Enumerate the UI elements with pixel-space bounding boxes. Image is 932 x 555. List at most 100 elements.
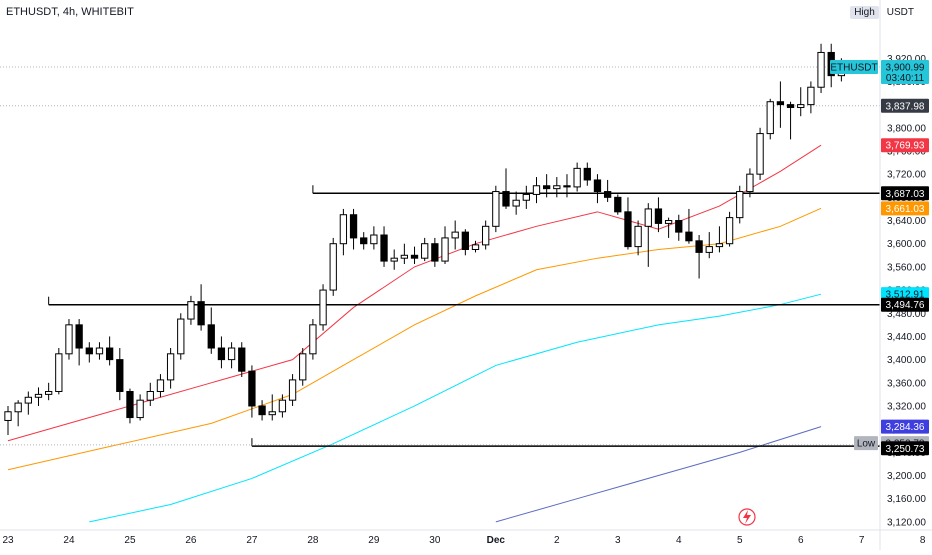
candle [268, 394, 276, 421]
bullish-candle-body [370, 234, 378, 245]
top-right-badges: High USDT [850, 6, 918, 19]
candle [502, 168, 510, 209]
candle [166, 348, 175, 389]
candle [786, 101, 795, 140]
price-label-ma4: 3,284.36 [881, 419, 929, 434]
candle [492, 185, 500, 233]
time-tick-label: 5 [737, 535, 743, 546]
bullish-candle-body [14, 402, 22, 413]
candle [624, 197, 632, 250]
candle [360, 232, 368, 250]
bullish-candle-body [288, 379, 297, 401]
price-label-text: 3,512.91 [886, 290, 925, 301]
candle [156, 374, 165, 398]
bearish-candle-body [258, 405, 266, 416]
bullish-candle-body [441, 237, 449, 262]
bearish-candle-body [126, 390, 134, 419]
candle [248, 365, 256, 418]
price-label-bg [881, 287, 929, 302]
time-tick-label: 26 [185, 535, 197, 546]
candle [685, 208, 693, 244]
price-tick-label: 3,360.00 [887, 378, 926, 389]
candle [654, 197, 663, 233]
price-tag-bg [854, 436, 878, 451]
lightning-icon[interactable] [738, 508, 756, 526]
price-tick-label: 3,160.00 [887, 494, 926, 505]
candle [116, 348, 124, 401]
bullish-candle-body [146, 390, 154, 401]
candle [238, 342, 246, 377]
candle [14, 400, 22, 427]
price-label-bg [881, 201, 929, 216]
time-tick-label: 2 [554, 535, 560, 546]
candle [400, 243, 409, 264]
bearish-candle-body [685, 231, 693, 242]
bullish-candle-body [553, 185, 561, 190]
candle [299, 348, 307, 386]
bearish-candle-body [614, 196, 622, 213]
bearish-candle-body [776, 101, 785, 106]
candle [807, 81, 815, 114]
price-label-text: 3,900.99 [886, 62, 925, 73]
quote-currency-badge[interactable]: USDT [882, 6, 918, 19]
logo-ring [738, 508, 756, 526]
candle [461, 229, 469, 256]
bullish-candle-body [644, 208, 652, 227]
bullish-candle-body [227, 347, 236, 361]
symbol-title: ETHUSDT, 4h, WHITEBIT [6, 6, 134, 18]
bearish-candle-body [603, 191, 612, 198]
price-label-ma2: 3,661.03 [881, 201, 929, 216]
bullish-candle-body [421, 243, 429, 259]
price-label-bg [881, 297, 929, 312]
candle [583, 162, 591, 186]
bearish-candle-body [85, 347, 93, 355]
countdown-text: 03:40:11 [886, 73, 925, 84]
candle [817, 43, 825, 94]
bullish-candle-body [705, 246, 713, 253]
bullish-candle-body [573, 167, 581, 188]
bullish-candle-body [156, 379, 165, 392]
candle [593, 174, 602, 204]
candle [725, 211, 734, 247]
candle [197, 284, 205, 331]
bullish-candle-body [136, 399, 144, 419]
price-label-bg [881, 98, 929, 113]
bullish-candle-body [278, 399, 287, 413]
bullish-candle-body [390, 257, 398, 262]
bearish-candle-body [542, 185, 551, 190]
time-tick-label: 3 [615, 535, 621, 546]
bearish-candle-body [654, 208, 663, 224]
candle [441, 226, 449, 264]
bullish-candle-body [95, 347, 104, 355]
high-badge[interactable]: High [850, 6, 879, 19]
price-tick-label: 3,440.00 [887, 332, 926, 343]
candles [4, 43, 846, 435]
bearish-candle-body [116, 359, 124, 392]
bullish-candle-body [766, 101, 774, 135]
time-tick-label: 24 [63, 535, 75, 546]
price-label-lvl1: 3,687.03 [881, 186, 929, 201]
bullish-candle-body [746, 173, 754, 193]
candle [105, 336, 114, 366]
time-tick-label: 30 [429, 535, 441, 546]
price-tick-label: 3,640.00 [887, 216, 926, 227]
bullish-candle-body [482, 225, 490, 246]
bearish-candle-body [197, 301, 205, 326]
time-tick-label: 29 [368, 535, 380, 546]
time-axis[interactable]: 23 24 25 26 27 28 29 30 Dec 2 3 4 5 6 7 8 [2, 535, 925, 546]
price-tick-label: 3,920.00 [887, 54, 926, 65]
candle [319, 284, 327, 331]
bullish-candle-body [715, 243, 724, 248]
candle [532, 177, 541, 204]
bearish-candle-body [624, 211, 632, 248]
price-tick-label: 3,800.00 [887, 123, 926, 134]
price-label-ma3: 3,512.91 [881, 287, 929, 302]
candle [136, 394, 144, 421]
bullish-candle-body [756, 133, 764, 175]
bullish-candle-body [725, 217, 734, 245]
price-label-text: 3,837.98 [886, 101, 925, 112]
price-tick-label: 3,200.00 [887, 471, 926, 482]
